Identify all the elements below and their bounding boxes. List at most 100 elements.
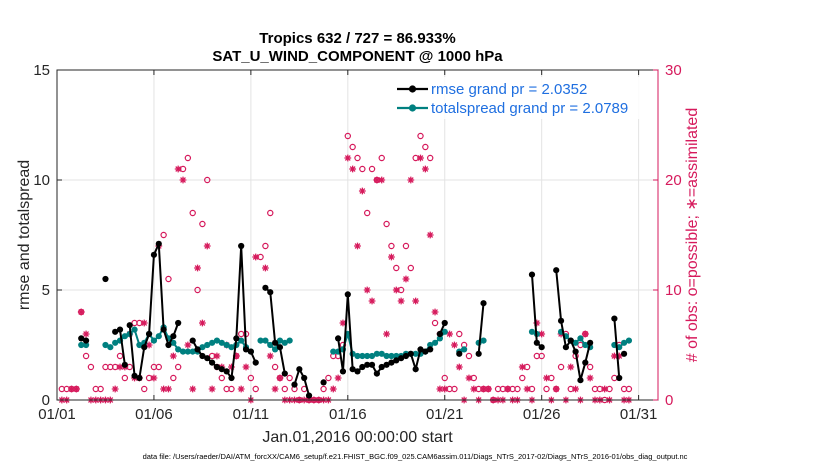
obs-possible-point: [252, 385, 259, 393]
rmse-point: [344, 291, 351, 298]
obs-possible-point: [519, 374, 526, 382]
obs-possible-point: [141, 385, 148, 393]
rmse-point: [141, 344, 148, 351]
obs-possible-point: [586, 363, 594, 371]
rmse-point: [577, 377, 584, 384]
totalspread-point: [189, 348, 196, 355]
obs-possible-point: [465, 352, 473, 360]
obs-assimilated-point: [77, 308, 85, 316]
obs-assimilated-point: [150, 374, 158, 382]
rmse-point: [160, 326, 167, 333]
obs-assimilated-point: [252, 253, 260, 261]
rmse-point: [102, 275, 109, 283]
x-axis-label: Jan.01,2016 00:00:00 start: [262, 429, 453, 446]
obs-assimilated-point: [199, 319, 206, 327]
y-tick-label-right: 0: [665, 392, 673, 409]
rmse-point: [272, 339, 279, 346]
rmse-point: [145, 330, 153, 338]
y-tick-label-right: 30: [665, 62, 682, 79]
totalspread-point: [383, 352, 390, 360]
totalspread-point: [223, 341, 230, 349]
rmse-point: [611, 315, 618, 322]
rmse-point: [126, 322, 133, 329]
rmse-point: [116, 326, 124, 333]
rmse-point: [553, 267, 560, 274]
obs-possible-point: [402, 242, 410, 250]
obs-assimilated-point: [383, 330, 390, 338]
obs-possible-point: [388, 242, 395, 250]
rmse-point: [320, 379, 327, 386]
rmse-point: [296, 366, 303, 373]
rmse-point: [228, 374, 235, 382]
obs-possible-point: [281, 385, 288, 393]
obs-possible-point: [354, 154, 361, 162]
rmse-point: [475, 350, 482, 357]
obs-assimilated-point: [601, 385, 609, 393]
obs-assimilated-point: [334, 374, 342, 382]
totalspread-point: [281, 339, 288, 346]
obs-possible-point: [262, 242, 269, 250]
rmse-point: [354, 368, 361, 375]
obs-assimilated-point: [194, 264, 201, 272]
obs-assimilated-point: [266, 352, 274, 360]
totalspread-point: [112, 339, 119, 346]
rmse-point: [150, 251, 158, 258]
rmse-point: [301, 374, 308, 382]
obs-assimilated-point: [368, 297, 376, 305]
rmse-point: [441, 319, 448, 327]
obs-assimilated-point: [344, 154, 352, 162]
rmse-point: [291, 381, 298, 388]
x-tick-label: 01/26: [523, 406, 561, 423]
rmse-point: [335, 335, 342, 342]
totalspread-point: [364, 352, 371, 360]
rmse-point: [194, 346, 201, 353]
legend-box: [392, 77, 655, 119]
obs-assimilated-point: [538, 330, 546, 338]
totalspread-point: [175, 346, 182, 353]
rmse-line: [613, 318, 621, 379]
totalspread-point: [82, 341, 90, 349]
rmse-point: [155, 240, 162, 247]
totalspread-point: [150, 337, 158, 344]
obs-possible-point: [320, 385, 327, 393]
y-tick-label-right: 10: [665, 282, 682, 299]
rmse-line: [477, 303, 485, 354]
obs-assimilated-point: [533, 319, 541, 327]
obs-possible-point: [170, 374, 177, 382]
obs-possible-point: [431, 319, 439, 327]
y-tick-label-left: 15: [33, 62, 50, 79]
obs-possible-point: [417, 132, 424, 140]
obs-assimilated-point: [145, 341, 153, 349]
totalspread-point: [625, 337, 633, 344]
obs-possible-point: [194, 286, 201, 294]
obs-assimilated-point: [543, 374, 550, 382]
totalspread-point: [330, 348, 337, 355]
totalspread-point: [436, 335, 443, 342]
obs-possible-point: [271, 363, 279, 371]
obs-assimilated-point: [610, 352, 618, 360]
chart-title-line1: Tropics 632 / 727 = 86.933%: [259, 30, 455, 47]
obs-assimilated-point: [169, 352, 177, 360]
obs-assimilated-point: [339, 319, 347, 327]
obs-possible-point: [184, 154, 192, 162]
obs-possible-point: [155, 363, 162, 371]
obs-assimilated-point: [586, 374, 594, 382]
obs-assimilated-point: [68, 385, 75, 393]
rmse-point: [247, 348, 254, 355]
chart-title-line2: SAT_U_WIND_COMPONENT @ 1000 hPa: [212, 48, 503, 65]
rmse-point: [616, 374, 623, 382]
legend-spread-marker: [408, 104, 417, 112]
rmse-point: [373, 370, 380, 377]
totalspread-point: [199, 344, 206, 351]
obs-possible-point: [441, 374, 448, 382]
obs-possible-point: [174, 363, 182, 371]
obs-possible-point: [359, 165, 366, 173]
rmse-line: [293, 366, 310, 396]
rmse-point: [121, 361, 128, 368]
obs-assimilated-point: [378, 176, 386, 184]
rmse-point: [242, 346, 250, 353]
obs-assimilated-point: [203, 242, 211, 250]
totalspread-point: [155, 333, 162, 340]
rmse-point: [557, 317, 565, 324]
rmse-point: [339, 368, 347, 375]
